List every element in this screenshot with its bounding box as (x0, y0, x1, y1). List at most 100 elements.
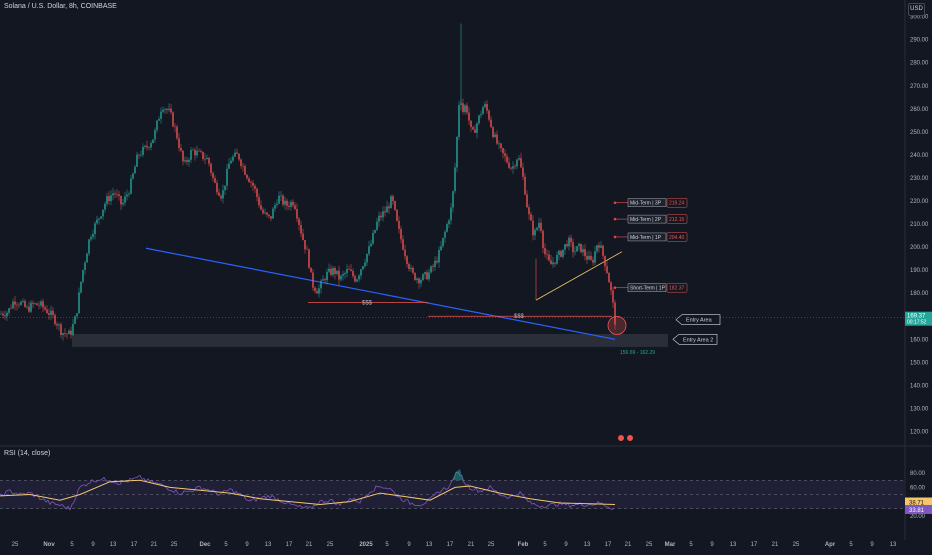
candle-body (84, 262, 86, 270)
x-axis-tick: 5 (224, 542, 228, 548)
symbol-title[interactable]: Solana / U.S. Dollar, 8h, COINBASE (4, 3, 117, 10)
candle-body (154, 130, 156, 140)
candle-body (334, 267, 336, 274)
candle-body (24, 300, 26, 307)
candle-body (258, 196, 260, 206)
candle-body (374, 229, 376, 233)
target-value-box (666, 282, 688, 293)
candle-body (530, 214, 532, 221)
candle-body (2, 313, 4, 316)
candle-body (208, 157, 210, 164)
candle-body (122, 202, 124, 205)
candle-body (0, 313, 2, 315)
price-axis-tick: 240.00 (910, 153, 929, 159)
candle-body (200, 150, 202, 152)
candle-body (64, 333, 66, 334)
candle-body (352, 270, 354, 277)
candle-body (382, 211, 384, 218)
candle-body (116, 194, 118, 195)
candle-body (478, 115, 480, 124)
candle-body (160, 111, 162, 119)
candle-body (582, 249, 584, 253)
candle-body (302, 233, 304, 240)
candle-body (522, 167, 524, 177)
candle-body (252, 182, 254, 186)
candles-group (0, 98, 616, 341)
candle-body (316, 290, 318, 294)
candle-body (166, 109, 168, 111)
candle-body (196, 150, 198, 156)
candle-body (592, 259, 594, 263)
candle-body (564, 244, 566, 250)
candle-body (400, 228, 402, 240)
candle-body (392, 196, 394, 202)
x-axis-tick: Mar (665, 542, 676, 548)
callout-box (675, 314, 721, 325)
x-axis-tick: 5 (70, 542, 74, 548)
entry-area-callout: Entry Area (675, 314, 721, 325)
candle-body (126, 194, 128, 197)
x-axis-tick: 9 (564, 542, 568, 548)
candle-body (544, 248, 546, 255)
x-axis-tick: 9 (870, 542, 874, 548)
candle-body (462, 103, 464, 112)
candle-body (318, 288, 320, 294)
candle-body (414, 272, 416, 280)
rsi-value: 38.71 (909, 501, 925, 507)
candle-body (140, 154, 142, 156)
candle-body (482, 106, 484, 115)
candle-body (504, 153, 506, 157)
candle-body (594, 251, 596, 263)
candle-body (228, 163, 230, 169)
candle-body (224, 185, 226, 191)
candle-body (130, 178, 132, 194)
candle-body (354, 276, 356, 282)
candle-body (580, 243, 582, 253)
candle-body (356, 279, 358, 282)
candle-body (168, 108, 170, 111)
candle-body (516, 159, 518, 167)
candle-body (484, 104, 486, 107)
liquidity-label: $$$ (514, 314, 525, 320)
target-value: 182.37 (669, 286, 685, 292)
candle-body (296, 209, 298, 219)
candle-body (578, 243, 580, 247)
candle-body (274, 205, 276, 209)
candle-body (348, 268, 350, 270)
candle-body (398, 220, 400, 229)
candle-body (128, 193, 130, 195)
candle-body (368, 246, 370, 254)
rsi-indicator-title[interactable]: RSI (14, close) (4, 450, 51, 457)
x-axis-tick: 9 (710, 542, 714, 548)
price-axis-tick: 260.00 (910, 107, 929, 113)
candle-body (490, 119, 492, 128)
candle-body (282, 195, 284, 205)
candle-body (86, 253, 88, 263)
rising-wedge-line (535, 251, 623, 301)
x-axis-tick: 5 (849, 542, 853, 548)
candle-body (314, 287, 316, 291)
x-axis-tick: 13 (890, 542, 897, 548)
rsi-tag (905, 504, 932, 514)
candle-body (138, 154, 140, 156)
currency-button[interactable]: USD (908, 3, 925, 16)
candle-body (566, 244, 568, 247)
x-axis-tick: 13 (584, 542, 591, 548)
x-axis-tick: 13 (110, 542, 117, 548)
candle-body (370, 243, 372, 247)
price-axis-tick: 160.00 (910, 337, 929, 343)
candle-body (308, 249, 310, 268)
candle-body (324, 279, 326, 281)
candle-body (494, 134, 496, 137)
candle-body (434, 260, 436, 267)
candle-body (194, 149, 196, 156)
candle-body (598, 245, 600, 248)
x-axis-tick: 17 (286, 542, 293, 548)
candle-body (182, 150, 184, 162)
price-axis-tick: 210.00 (910, 222, 929, 228)
candle-body (74, 316, 76, 324)
x-axis-tick: 21 (306, 542, 313, 548)
